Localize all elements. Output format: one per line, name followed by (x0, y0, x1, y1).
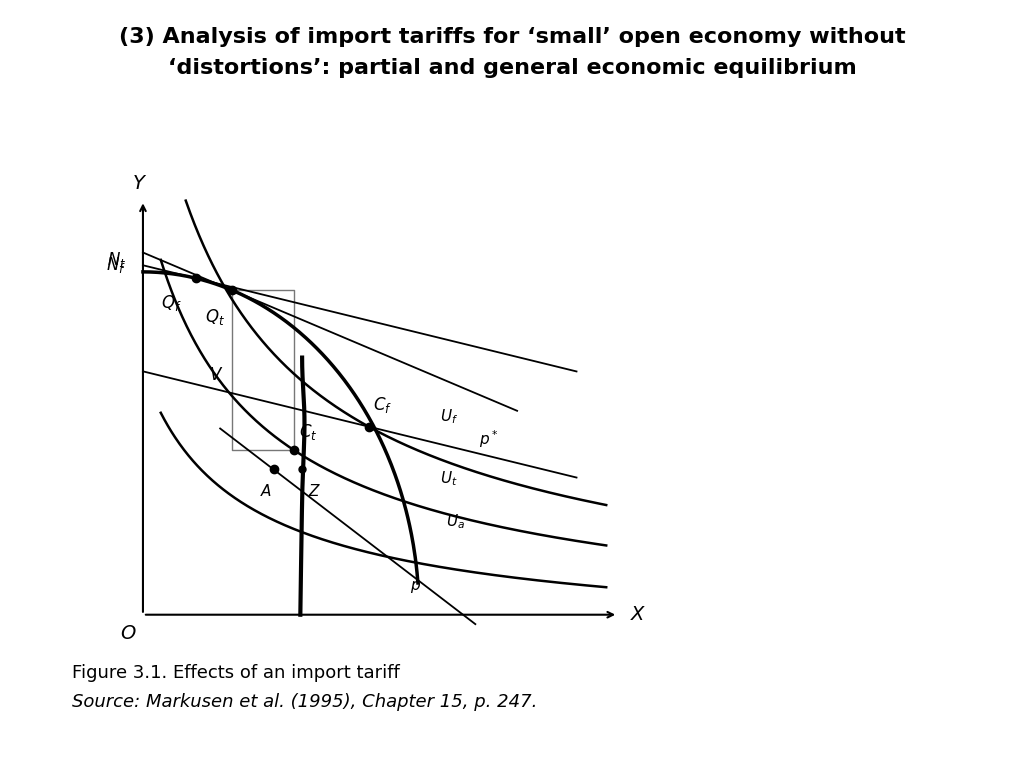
Text: $Z$: $Z$ (308, 483, 322, 498)
Text: $Y$: $Y$ (132, 174, 147, 194)
Text: (3) Analysis of import tariffs for ‘small’ open economy without: (3) Analysis of import tariffs for ‘smal… (119, 27, 905, 47)
Text: $N_t$: $N_t$ (106, 250, 126, 270)
Text: ‘distortions’: partial and general economic equilibrium: ‘distortions’: partial and general econo… (168, 58, 856, 78)
Text: $U_t$: $U_t$ (440, 470, 458, 488)
Text: $Q_t$: $Q_t$ (205, 307, 225, 327)
Text: $O$: $O$ (120, 624, 136, 644)
Text: $C_f$: $C_f$ (374, 395, 392, 415)
Text: $N_f$: $N_f$ (106, 255, 126, 275)
Text: $A$: $A$ (260, 483, 272, 498)
Text: $U_a$: $U_a$ (445, 512, 465, 531)
Text: $V$: $V$ (209, 366, 223, 384)
Text: $Q_f$: $Q_f$ (161, 293, 181, 313)
Text: Source: Markusen et al. (1995), Chapter 15, p. 247.: Source: Markusen et al. (1995), Chapter … (72, 693, 537, 710)
Text: $p$: $p$ (411, 579, 421, 595)
Text: $U_f$: $U_f$ (440, 408, 458, 426)
Text: Figure 3.1. Effects of an import tariff: Figure 3.1. Effects of an import tariff (72, 664, 399, 682)
Text: $C_t$: $C_t$ (299, 422, 317, 442)
Text: $X$: $X$ (630, 605, 646, 624)
Text: $p^*$: $p^*$ (478, 428, 498, 450)
